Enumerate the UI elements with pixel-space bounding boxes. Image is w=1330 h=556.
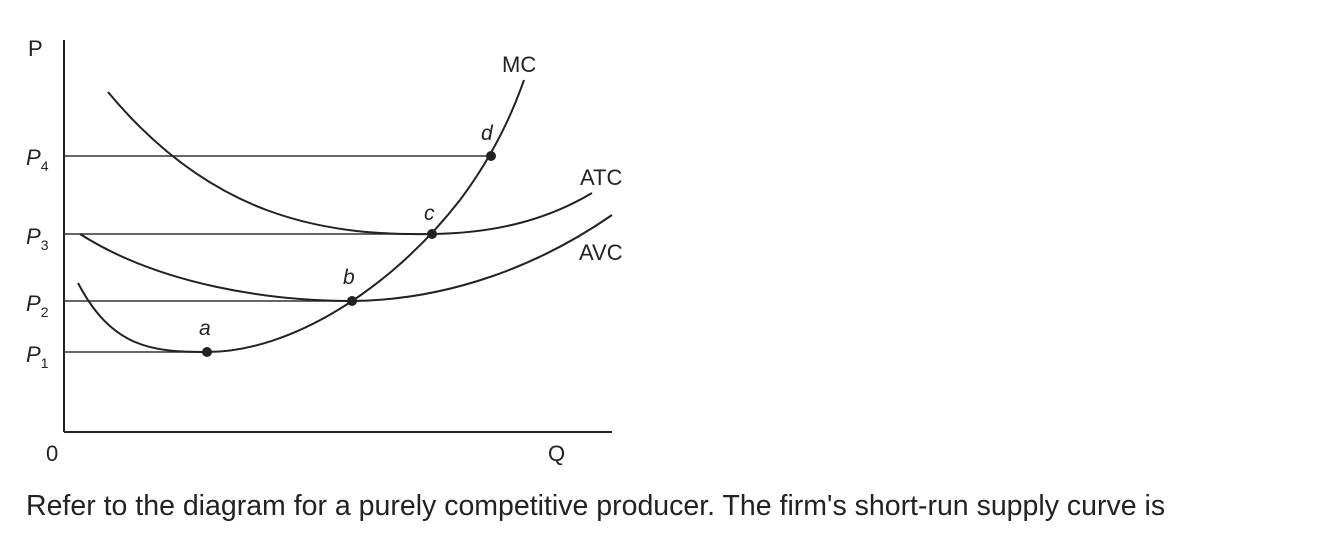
- price-label-p4: P4: [26, 145, 49, 174]
- point-b-label: b: [343, 266, 355, 289]
- point-b-marker: [347, 296, 357, 306]
- atc-label: ATC: [580, 165, 622, 190]
- point-a-marker: [202, 347, 212, 357]
- avc-label: AVC: [579, 240, 623, 265]
- price-label-p1: P1: [26, 342, 49, 371]
- price-label-p2: P2: [26, 291, 49, 320]
- point-a-label: a: [199, 317, 211, 340]
- price-label-p3: P3: [26, 224, 49, 253]
- origin-label: 0: [46, 441, 58, 466]
- mc-curve: [77, 79, 525, 354]
- point-d-marker: [486, 151, 496, 161]
- point-c-label: c: [424, 202, 435, 225]
- point-d-label: d: [481, 122, 494, 145]
- atc-curve: [107, 91, 593, 236]
- cost-curves-diagram: P Q 0 P4 P3 P2 P1 MC ATC AVC a b c d: [26, 36, 623, 466]
- mc-label: MC: [502, 52, 536, 77]
- x-axis-label: Q: [548, 441, 565, 466]
- y-axis-label: P: [28, 36, 43, 61]
- question-text: Refer to the diagram for a purely compet…: [26, 490, 1166, 522]
- point-c-marker: [427, 229, 437, 239]
